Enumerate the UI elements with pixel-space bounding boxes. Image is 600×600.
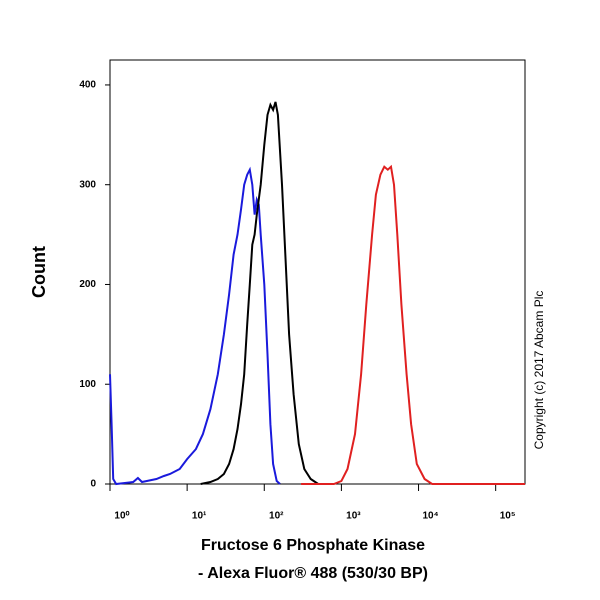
- x-tick-label: 10⁰: [114, 511, 129, 522]
- y-tick-label: 0: [90, 479, 96, 490]
- x-axis-label: - Alexa Fluor® 488 (530/30 BP): [198, 565, 428, 582]
- x-tick-label: 10²: [269, 511, 284, 522]
- y-tick-label: 100: [79, 379, 96, 390]
- x-tick-label: 10⁵: [500, 511, 516, 522]
- x-tick-label: 10⁴: [422, 511, 438, 522]
- histogram-line: [301, 164, 525, 485]
- histogram-line: [109, 166, 281, 486]
- y-tick-label: 300: [79, 179, 96, 190]
- y-tick-label: 200: [79, 279, 96, 290]
- x-tick-label: 10³: [346, 511, 361, 522]
- y-tick-label: 400: [79, 80, 96, 91]
- x-tick-label: 10¹: [192, 511, 207, 522]
- y-axis-label: Count: [29, 246, 49, 298]
- x-axis-label: Fructose 6 Phosphate Kinase: [201, 537, 425, 554]
- copyright: Copyright (c) 2017 Abcam Plc: [532, 291, 546, 450]
- plot-frame: [109, 59, 526, 485]
- histogram-line: [200, 101, 319, 485]
